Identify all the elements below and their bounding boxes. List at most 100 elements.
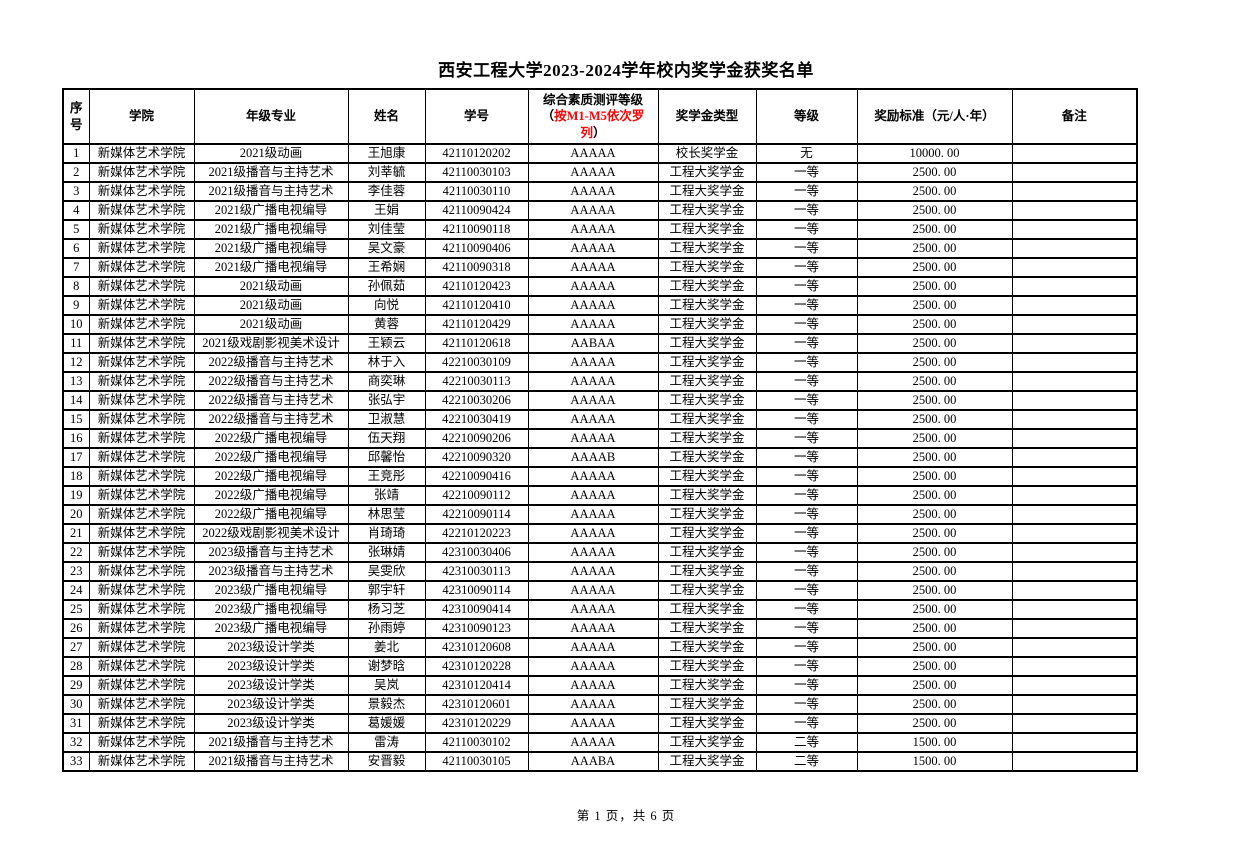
cell-award-level: 一等 [755, 200, 858, 221]
cell-college: 新媒体艺术学院 [88, 333, 195, 354]
cell-award-type: 工程大奖学金 [657, 333, 757, 354]
cell-student-id: 42110030102 [424, 732, 529, 753]
cell-award-level: 一等 [755, 675, 858, 696]
cell-award-type: 工程大奖学金 [657, 219, 757, 240]
cell-eval-grade: AAAAA [527, 561, 659, 582]
table-row: 11 新媒体艺术学院 2021级戏剧影视美术设计 王颖云 42110120618… [62, 333, 1138, 354]
cell-remark [1011, 257, 1138, 278]
cell-index: 21 [62, 523, 90, 544]
cell-award-level: 一等 [755, 428, 858, 449]
cell-eval-grade: AAAAA [527, 637, 659, 658]
scholarship-table: 序号 学院 年级专业 姓名 学号 综合素质测评等级 （按M1-M5依次罗 列） … [62, 88, 1138, 772]
cell-index: 3 [62, 181, 90, 202]
cell-name: 郭宇轩 [347, 580, 426, 601]
cell-award-type: 工程大奖学金 [657, 257, 757, 278]
cell-amount: 1500. 00 [856, 732, 1013, 753]
table-row: 1 新媒体艺术学院 2021级动画 王旭康 42110120202 AAAAA … [62, 143, 1138, 164]
cell-major: 2022级广播电视编导 [193, 428, 349, 449]
table-row: 7 新媒体艺术学院 2021级广播电视编导 王希娴 42110090318 AA… [62, 257, 1138, 278]
cell-major: 2023级设计学类 [193, 713, 349, 734]
cell-student-id: 42310090414 [424, 599, 529, 620]
cell-college: 新媒体艺术学院 [88, 694, 195, 715]
cell-student-id: 42210090320 [424, 447, 529, 468]
cell-major: 2021级播音与主持艺术 [193, 162, 349, 183]
cell-college: 新媒体艺术学院 [88, 561, 195, 582]
cell-amount: 2500. 00 [856, 542, 1013, 563]
cell-award-type: 工程大奖学金 [657, 390, 757, 411]
cell-remark [1011, 618, 1138, 639]
cell-name: 商奕琳 [347, 371, 426, 392]
cell-name: 雷涛 [347, 732, 426, 753]
cell-amount: 2500. 00 [856, 580, 1013, 601]
cell-award-level: 一等 [755, 257, 858, 278]
cell-index: 25 [62, 599, 90, 620]
cell-index: 17 [62, 447, 90, 468]
cell-remark [1011, 580, 1138, 601]
cell-name: 孙雨婷 [347, 618, 426, 639]
cell-major: 2021级动画 [193, 314, 349, 335]
cell-remark [1011, 561, 1138, 582]
cell-index: 18 [62, 466, 90, 487]
cell-remark [1011, 181, 1138, 202]
cell-award-type: 工程大奖学金 [657, 599, 757, 620]
cell-remark [1011, 485, 1138, 506]
cell-remark [1011, 314, 1138, 335]
cell-award-level: 二等 [755, 751, 858, 772]
cell-college: 新媒体艺术学院 [88, 257, 195, 278]
cell-award-type: 工程大奖学金 [657, 162, 757, 183]
cell-award-level: 一等 [755, 542, 858, 563]
cell-college: 新媒体艺术学院 [88, 352, 195, 373]
cell-amount: 2500. 00 [856, 599, 1013, 620]
cell-index: 31 [62, 713, 90, 734]
cell-award-level: 一等 [755, 333, 858, 354]
cell-index: 5 [62, 219, 90, 240]
cell-name: 林于入 [347, 352, 426, 373]
cell-amount: 2500. 00 [856, 694, 1013, 715]
cell-student-id: 42110120429 [424, 314, 529, 335]
cell-remark [1011, 447, 1138, 468]
cell-name: 谢梦晗 [347, 656, 426, 677]
cell-eval-grade: AAAAA [527, 257, 659, 278]
cell-amount: 2500. 00 [856, 295, 1013, 316]
cell-eval-grade: AAAAA [527, 694, 659, 715]
cell-major: 2023级广播电视编导 [193, 618, 349, 639]
cell-college: 新媒体艺术学院 [88, 675, 195, 696]
cell-eval-grade: AAAAA [527, 580, 659, 601]
cell-eval-grade: AAAAA [527, 466, 659, 487]
cell-major: 2023级播音与主持艺术 [193, 542, 349, 563]
cell-eval-grade: AAAAA [527, 371, 659, 392]
cell-college: 新媒体艺术学院 [88, 143, 195, 164]
cell-remark [1011, 333, 1138, 354]
table-row: 27 新媒体艺术学院 2023级设计学类 姜北 42310120608 AAAA… [62, 637, 1138, 658]
cell-student-id: 42310120414 [424, 675, 529, 696]
table-body: 1 新媒体艺术学院 2021级动画 王旭康 42110120202 AAAAA … [62, 143, 1138, 772]
cell-major: 2021级广播电视编导 [193, 238, 349, 259]
table-row: 17 新媒体艺术学院 2022级广播电视编导 邱馨怡 42210090320 A… [62, 447, 1138, 468]
cell-student-id: 42110090424 [424, 200, 529, 221]
cell-award-level: 一等 [755, 295, 858, 316]
cell-college: 新媒体艺术学院 [88, 523, 195, 544]
cell-major: 2022级广播电视编导 [193, 466, 349, 487]
cell-name: 王希娴 [347, 257, 426, 278]
cell-student-id: 42110120618 [424, 333, 529, 354]
table-row: 32 新媒体艺术学院 2021级播音与主持艺术 雷涛 42110030102 A… [62, 732, 1138, 753]
cell-award-type: 工程大奖学金 [657, 542, 757, 563]
cell-amount: 10000. 00 [856, 143, 1013, 164]
cell-index: 22 [62, 542, 90, 563]
cell-eval-grade: AAAAB [527, 447, 659, 468]
table-row: 3 新媒体艺术学院 2021级播音与主持艺术 李佳蓉 42110030110 A… [62, 181, 1138, 202]
cell-remark [1011, 466, 1138, 487]
cell-remark [1011, 371, 1138, 392]
cell-index: 19 [62, 485, 90, 506]
cell-college: 新媒体艺术学院 [88, 504, 195, 525]
cell-remark [1011, 143, 1138, 164]
cell-college: 新媒体艺术学院 [88, 200, 195, 221]
cell-student-id: 42110090406 [424, 238, 529, 259]
cell-amount: 2500. 00 [856, 637, 1013, 658]
col-header-level: 等级 [755, 88, 858, 145]
cell-student-id: 42310030113 [424, 561, 529, 582]
cell-index: 33 [62, 751, 90, 772]
cell-major: 2022级播音与主持艺术 [193, 390, 349, 411]
cell-index: 15 [62, 409, 90, 430]
cell-amount: 2500. 00 [856, 390, 1013, 411]
